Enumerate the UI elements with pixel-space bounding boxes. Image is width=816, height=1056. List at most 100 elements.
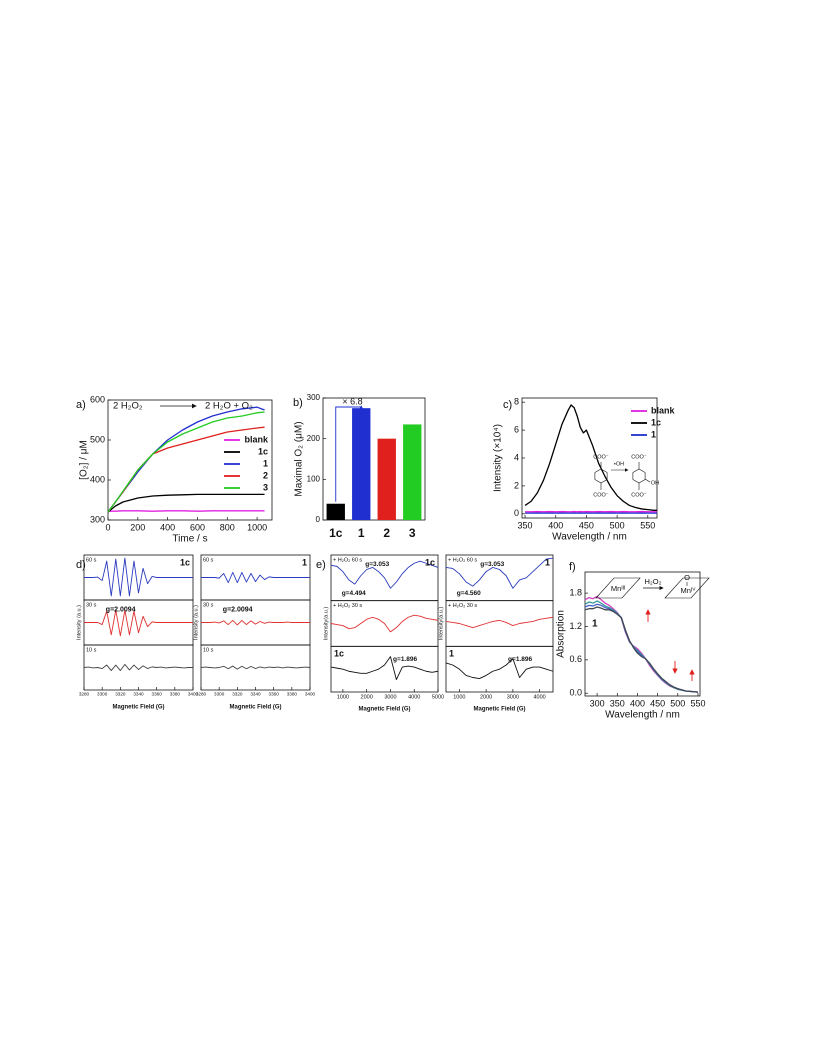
sample-label: 1 bbox=[545, 557, 550, 567]
reaction-left: 2 H₂O₂ bbox=[113, 401, 143, 412]
y-axis-label: [O₂] / μM bbox=[79, 440, 90, 480]
x-axis-label: Magnetic Field (G) bbox=[112, 705, 164, 711]
spectrum bbox=[84, 557, 193, 597]
axes-frame bbox=[584, 571, 701, 697]
x-tick-label: 400 bbox=[160, 522, 175, 532]
x-tick-label: 3360 bbox=[152, 691, 163, 696]
g-value: g=4.560 bbox=[457, 590, 481, 597]
y-axis-label: Intensity (a.u.) bbox=[193, 605, 199, 640]
y-tick-label: 0.0 bbox=[569, 688, 582, 698]
x-tick-label: 300 bbox=[590, 698, 605, 708]
scheme-label: H₂O₂ bbox=[644, 577, 661, 586]
bond bbox=[644, 478, 651, 483]
spectrum bbox=[330, 560, 439, 589]
scheme-label: COO⁻ bbox=[631, 492, 647, 498]
x-tick-label: 350 bbox=[610, 698, 625, 708]
x-tick-label: 2000 bbox=[480, 694, 492, 700]
panel-label: e) bbox=[316, 559, 326, 571]
ratio-label: × 6.8 bbox=[342, 396, 362, 406]
y-tick-label: 1.8 bbox=[569, 588, 582, 598]
panel-label: f) bbox=[569, 561, 576, 573]
trace-label: 10 s bbox=[86, 647, 97, 653]
x-tick-label: 1000 bbox=[337, 694, 349, 700]
legend-label: blank bbox=[651, 405, 676, 415]
bar bbox=[403, 424, 422, 520]
spectrum bbox=[330, 656, 439, 681]
legend-label: 1 bbox=[263, 458, 268, 468]
trace-label: + H₂O₂ 30 s bbox=[448, 603, 477, 609]
y-tick-label: 100 bbox=[307, 474, 321, 483]
y-axis-label: Intensity (a.u.) bbox=[76, 605, 82, 640]
sample-label: 1 bbox=[302, 557, 307, 567]
spectrum bbox=[445, 658, 554, 679]
y-axis-label: Maximal O₂ (μM) bbox=[294, 421, 305, 496]
data-line bbox=[584, 595, 699, 693]
spectrum bbox=[201, 620, 310, 626]
trace-label: 60 s bbox=[86, 557, 97, 563]
x-tick-label: 3320 bbox=[115, 691, 126, 696]
reaction-right: 2 H₂O + O₂ bbox=[205, 401, 253, 412]
mn-plane bbox=[595, 577, 641, 599]
scheme-label: Mnᴵᴵᴵ bbox=[611, 584, 625, 593]
scheme-label: COO⁻ bbox=[631, 454, 647, 460]
trace-label: 60 s bbox=[203, 557, 214, 563]
x-axis-label: Magnetic Field (G) bbox=[229, 705, 281, 711]
trace-label: + H₂O₂ 60 s bbox=[333, 557, 362, 563]
x-tick-label: 3000 bbox=[507, 694, 519, 700]
x-tick-label: 3300 bbox=[97, 691, 108, 696]
y-tick-label: 8 bbox=[514, 397, 519, 407]
spectrum bbox=[83, 663, 193, 672]
bar bbox=[326, 503, 345, 520]
y-axis-label: Intensity (×10⁴) bbox=[493, 424, 504, 492]
scheme-label: OH bbox=[651, 480, 659, 486]
x-tick-label: 3380 bbox=[170, 691, 181, 696]
y-axis-label: Intensity(a.u.) bbox=[438, 607, 444, 640]
y-tick-label: 300 bbox=[307, 393, 321, 402]
x-tick-label: 350 bbox=[518, 520, 533, 530]
x-tick-label: 500 bbox=[610, 520, 625, 530]
x-axis-label: Time / s bbox=[172, 534, 207, 545]
panel-label: a) bbox=[76, 399, 86, 411]
sample-label: 1c bbox=[425, 557, 435, 567]
x-tick-label: 3400 bbox=[188, 691, 199, 696]
x-tick-label: 550 bbox=[690, 698, 705, 708]
x-tick-label: 200 bbox=[130, 522, 145, 532]
scheme-label: •OH bbox=[614, 461, 624, 467]
x-tick-label: 450 bbox=[579, 520, 594, 530]
x-tick-label: 3380 bbox=[287, 691, 298, 696]
y-tick-label: 400 bbox=[90, 474, 105, 484]
axes-frame bbox=[330, 645, 439, 693]
ratio-bracket bbox=[335, 405, 364, 502]
x-tick-label: 400 bbox=[630, 698, 645, 708]
x-tick-label: 2000 bbox=[361, 694, 373, 700]
legend-label: 1 bbox=[651, 429, 656, 439]
x-tick-label: 550 bbox=[640, 520, 655, 530]
x-tick-label: 3400 bbox=[305, 691, 316, 696]
trace-label: 30 s bbox=[203, 602, 214, 608]
data-line bbox=[584, 600, 699, 693]
x-tick-label: 3 bbox=[409, 526, 416, 540]
x-axis-label: Wavelength / nm bbox=[552, 532, 627, 543]
scheme-label: COO⁻ bbox=[593, 454, 609, 460]
trace-label: + H₂O₂ 30 s bbox=[333, 603, 362, 609]
spectrum bbox=[84, 609, 193, 637]
x-tick-label: 1000 bbox=[247, 522, 267, 532]
data-line bbox=[584, 603, 699, 693]
trace-label: 10 s bbox=[203, 647, 214, 653]
g-value: g=4.494 bbox=[342, 590, 366, 597]
y-tick-label: 0 bbox=[316, 515, 321, 524]
sample-label: 1 bbox=[449, 649, 454, 659]
x-tick-label: 2 bbox=[383, 526, 390, 540]
y-tick-label: 4 bbox=[514, 452, 519, 462]
scheme-label: O bbox=[684, 573, 690, 582]
x-tick-label: 500 bbox=[670, 698, 685, 708]
y-tick-label: 0.6 bbox=[569, 654, 582, 664]
y-tick-label: 300 bbox=[90, 514, 105, 524]
y-tick-label: 1.2 bbox=[569, 621, 582, 631]
data-line bbox=[107, 411, 265, 513]
x-tick-label: 1c bbox=[329, 526, 343, 540]
benzene-ring bbox=[632, 468, 646, 484]
x-axis-label: Magnetic Field (G) bbox=[473, 707, 525, 713]
y-tick-label: 200 bbox=[307, 434, 321, 443]
mn-plane bbox=[664, 577, 710, 599]
